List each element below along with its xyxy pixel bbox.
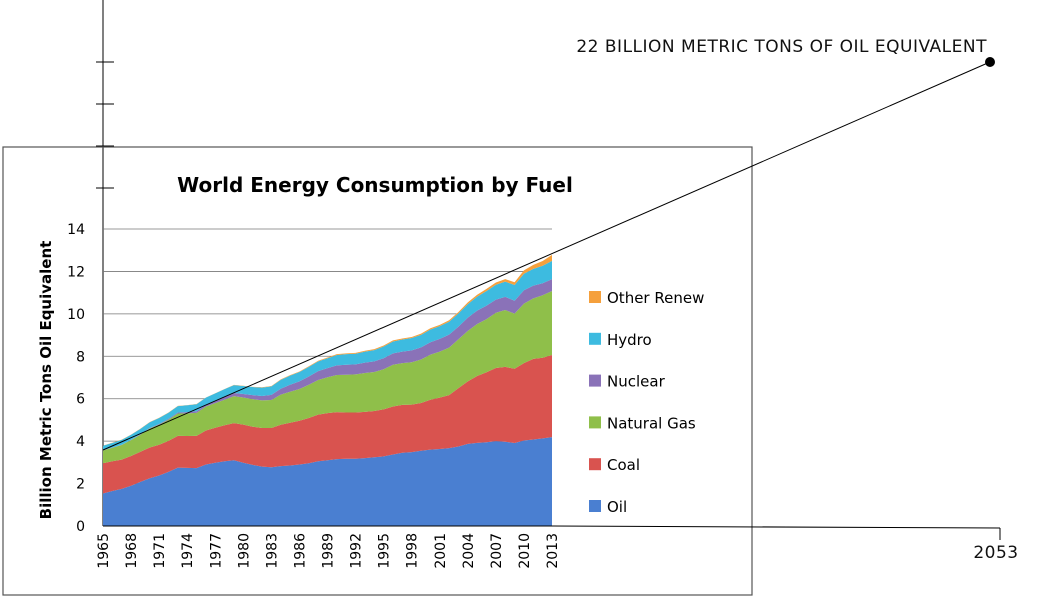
y-tick-label: 6 [76, 392, 85, 408]
extrapolation-label: 22 BILLION METRIC TONS OF OIL EQUIVALENT [576, 37, 987, 57]
x-tick-label: 1998 [405, 533, 421, 569]
legend-label-natural-gas: Natural Gas [607, 414, 696, 432]
x-tick-label: 1971 [152, 533, 168, 569]
area-coal [103, 355, 552, 494]
x-tick-label: 1986 [292, 533, 308, 569]
extended-x-axis [551, 525, 1001, 529]
x-tick-label: 1992 [349, 533, 365, 569]
chart-panel-frame [2, 146, 753, 596]
legend-swatch-coal [589, 458, 601, 471]
x-tick-label: 2001 [433, 533, 449, 569]
extrapolation-endpoint-marker [985, 57, 995, 67]
legend-label-hydro: Hydro [607, 331, 652, 349]
legend-label-oil: Oil [607, 498, 627, 516]
x-tick-label: 1965 [96, 533, 112, 569]
legend-label-coal: Coal [607, 456, 640, 474]
legend-swatch-oil [589, 500, 601, 512]
area-natural-gas [103, 290, 552, 464]
y-tick-label: 4 [76, 434, 85, 450]
legend-swatch-other-renew [589, 291, 601, 303]
x-tick-label: 1989 [321, 533, 337, 569]
overlay-y-ticks [96, 61, 114, 189]
extrapolation-trend-line [102, 61, 991, 451]
x-tick-label: 2004 [461, 533, 477, 569]
y-tick-label: 10 [67, 307, 85, 323]
chart-title: World Energy Consumption by Fuel [177, 173, 573, 197]
x-tick-label: 1983 [264, 533, 280, 569]
stacked-areas [103, 254, 552, 526]
legend-swatch-natural-gas [589, 416, 601, 429]
legend-label-nuclear: Nuclear [607, 373, 666, 391]
legend-swatch-nuclear [589, 374, 601, 387]
x-tick-label: 1980 [236, 533, 252, 569]
legend-swatch-hydro [589, 332, 601, 345]
x-tick-label: 1977 [208, 533, 224, 569]
y-tick-label: 0 [76, 519, 85, 535]
x-tick-label: 2010 [517, 533, 533, 569]
y-tick-label: 2 [76, 477, 85, 493]
legend-label-other-renew: Other Renew [607, 289, 704, 307]
end-year-label: 2053 [973, 543, 1018, 563]
y-tick-labels: 0 2 4 6 8 10 12 14 [67, 222, 85, 535]
area-oil [103, 437, 552, 526]
x-tick-labels: 1965 1968 1971 1974 1977 1980 1983 1986 1989 1992… [96, 533, 561, 569]
x-tick-label: 1974 [180, 533, 196, 569]
x-tick-label: 2007 [489, 533, 505, 569]
x-tick-label: 1968 [124, 533, 140, 569]
x-tick-label: 2013 [545, 533, 561, 569]
legend: Other Renew Hydro Nuclear Natural Gas Coal Oi… [589, 289, 704, 516]
y-tick-label: 8 [76, 349, 85, 365]
y-tick-label: 14 [67, 222, 85, 238]
x-tick-label: 1995 [377, 533, 393, 569]
y-axis-label: Billion Metric Tons Oil Equivalent [37, 241, 55, 520]
y-tick-label: 12 [67, 264, 85, 280]
